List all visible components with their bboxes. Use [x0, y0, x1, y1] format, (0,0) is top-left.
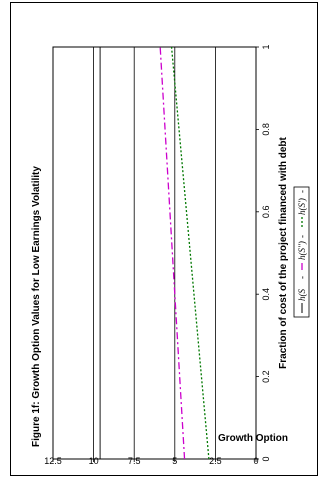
y-tick-label: 5: [172, 456, 177, 466]
y-tick-labels: 0 2.5 5 7.5 10 12.5: [44, 456, 258, 466]
x-tick-label: 0.6: [261, 206, 271, 219]
y-tick-label: 10: [89, 456, 99, 466]
y-tick-label: 2.5: [209, 456, 222, 466]
x-tick-label: 0.8: [261, 123, 271, 136]
legend-label-1: h(S: [297, 289, 307, 301]
y-tick-label: 0: [253, 456, 258, 466]
legend-separator-1: -: [297, 276, 307, 279]
series-line-2: [159, 46, 186, 460]
x-tick-label: 0.2: [261, 370, 271, 383]
grid-lines: [93, 47, 216, 459]
chart-title: Figure 1f: Growth Option Values for Low …: [31, 166, 42, 447]
x-axis-title: Fraction of cost of the project financed…: [278, 136, 289, 368]
x-tick-labels: 0 0.2 0.4 0.6 0.8 1: [256, 44, 271, 462]
chart-svg: 0 2.5 5 7.5 10 12.5 0 0.2 0.4 0.6 0.8 1 Figure 1f:…: [31, 44, 310, 466]
y-tick-label: 12.5: [44, 456, 62, 466]
chart-rotated-group: 0 2.5 5 7.5 10 12.5 0 0.2 0.4 0.6 0.8 1 Figure 1f:…: [31, 44, 310, 466]
legend-label-3: h(S'): [297, 198, 307, 215]
series-line-3: [170, 46, 210, 460]
plot-area: [52, 46, 257, 460]
legend: h(S - h(S'') - h(S') -: [297, 190, 307, 313]
series-lines: [99, 46, 210, 460]
legend-label-2: h(S''): [297, 241, 307, 260]
x-tick-label: 1: [261, 44, 271, 49]
y-axis-title: Growth Option: [218, 433, 288, 444]
x-tick-label: 0: [261, 456, 271, 461]
legend-separator-2: -: [297, 235, 307, 238]
chart-frame: 0 2.5 5 7.5 10 12.5 0 0.2 0.4 0.6 0.8 1 Figure 1f:…: [10, 2, 318, 476]
y-tick-label: 7.5: [128, 456, 141, 466]
legend-box: [293, 186, 310, 318]
legend-separator-3: -: [297, 190, 307, 193]
x-tick-label: 0.4: [261, 288, 271, 301]
